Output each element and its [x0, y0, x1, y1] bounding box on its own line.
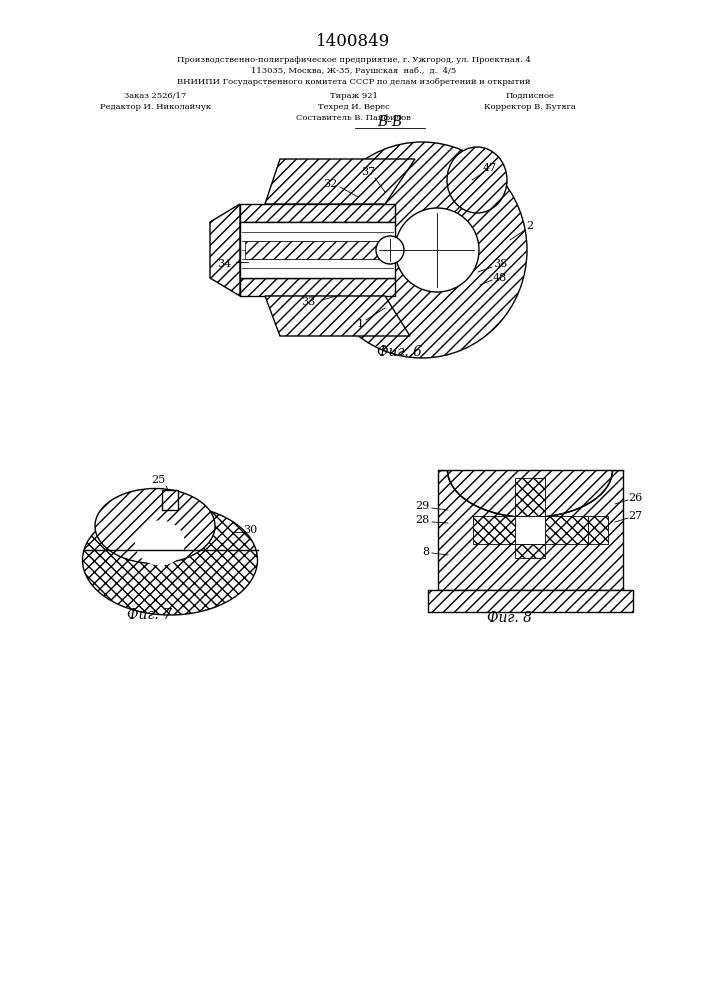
- Bar: [428, 590, 633, 612]
- Text: 33: 33: [301, 297, 315, 307]
- Bar: [473, 516, 588, 544]
- Text: 34: 34: [217, 259, 231, 269]
- Polygon shape: [265, 159, 415, 204]
- Text: 47: 47: [483, 163, 497, 173]
- Text: 32: 32: [323, 179, 337, 189]
- Text: Фиг. 6: Фиг. 6: [378, 345, 423, 359]
- Ellipse shape: [447, 147, 507, 213]
- Polygon shape: [162, 490, 178, 510]
- Text: 38: 38: [493, 259, 507, 269]
- Bar: [515, 516, 545, 544]
- Text: 28: 28: [415, 515, 429, 525]
- Text: 30: 30: [243, 525, 257, 535]
- Text: 48: 48: [493, 273, 507, 283]
- Text: 113035, Москва, Ж-35, Раушская  наб.,  д.  4/5: 113035, Москва, Ж-35, Раушская наб., д. …: [251, 67, 456, 75]
- Text: В-В: В-В: [378, 115, 402, 129]
- Bar: [588, 516, 608, 544]
- Text: 25: 25: [151, 475, 165, 485]
- Ellipse shape: [83, 505, 257, 615]
- Text: 37: 37: [361, 167, 375, 177]
- Ellipse shape: [135, 520, 185, 566]
- Bar: [240, 204, 395, 222]
- Text: 1400849: 1400849: [316, 33, 390, 50]
- Text: 2: 2: [527, 221, 534, 231]
- Text: 1: 1: [356, 319, 363, 329]
- Ellipse shape: [317, 142, 527, 358]
- Text: 8: 8: [423, 547, 430, 557]
- Text: 29: 29: [415, 501, 429, 511]
- Text: Корректор В. Бутяга: Корректор В. Бутяга: [484, 103, 576, 111]
- Text: Подписное: Подписное: [506, 92, 555, 100]
- Text: Техред И. Верес: Техред И. Верес: [317, 103, 390, 111]
- Circle shape: [395, 208, 479, 292]
- Circle shape: [376, 236, 404, 264]
- Text: Производственно-полиграфическое предприятие, г. Ужгород, ул. Проектная. 4: Производственно-полиграфическое предприя…: [177, 56, 530, 64]
- Text: Заказ 2526/17: Заказ 2526/17: [124, 92, 187, 100]
- Ellipse shape: [448, 422, 612, 518]
- Bar: [428, 418, 633, 470]
- Bar: [245, 241, 385, 259]
- Polygon shape: [210, 204, 240, 296]
- Text: ВНИИПИ Государственного комитета СССР по делам изобретений и открытий: ВНИИПИ Государственного комитета СССР по…: [177, 78, 530, 86]
- Ellipse shape: [95, 488, 215, 564]
- Text: 26: 26: [628, 493, 642, 503]
- Bar: [515, 478, 545, 558]
- Text: Составитель В. Панфилов: Составитель В. Панфилов: [296, 114, 411, 122]
- Text: Редактор И. Николайчук: Редактор И. Николайчук: [100, 103, 211, 111]
- Polygon shape: [265, 296, 410, 336]
- Text: Фиг. 8: Фиг. 8: [488, 611, 532, 625]
- Text: 27: 27: [628, 511, 642, 521]
- Bar: [240, 222, 395, 278]
- Text: Тираж 921: Тираж 921: [329, 92, 378, 100]
- Bar: [438, 470, 623, 590]
- Bar: [240, 278, 395, 296]
- Text: Фиг. 7: Фиг. 7: [127, 608, 173, 622]
